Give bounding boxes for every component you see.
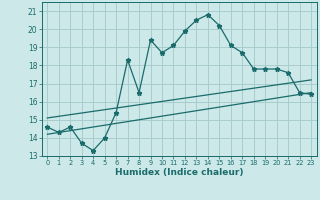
X-axis label: Humidex (Indice chaleur): Humidex (Indice chaleur) [115, 168, 244, 177]
